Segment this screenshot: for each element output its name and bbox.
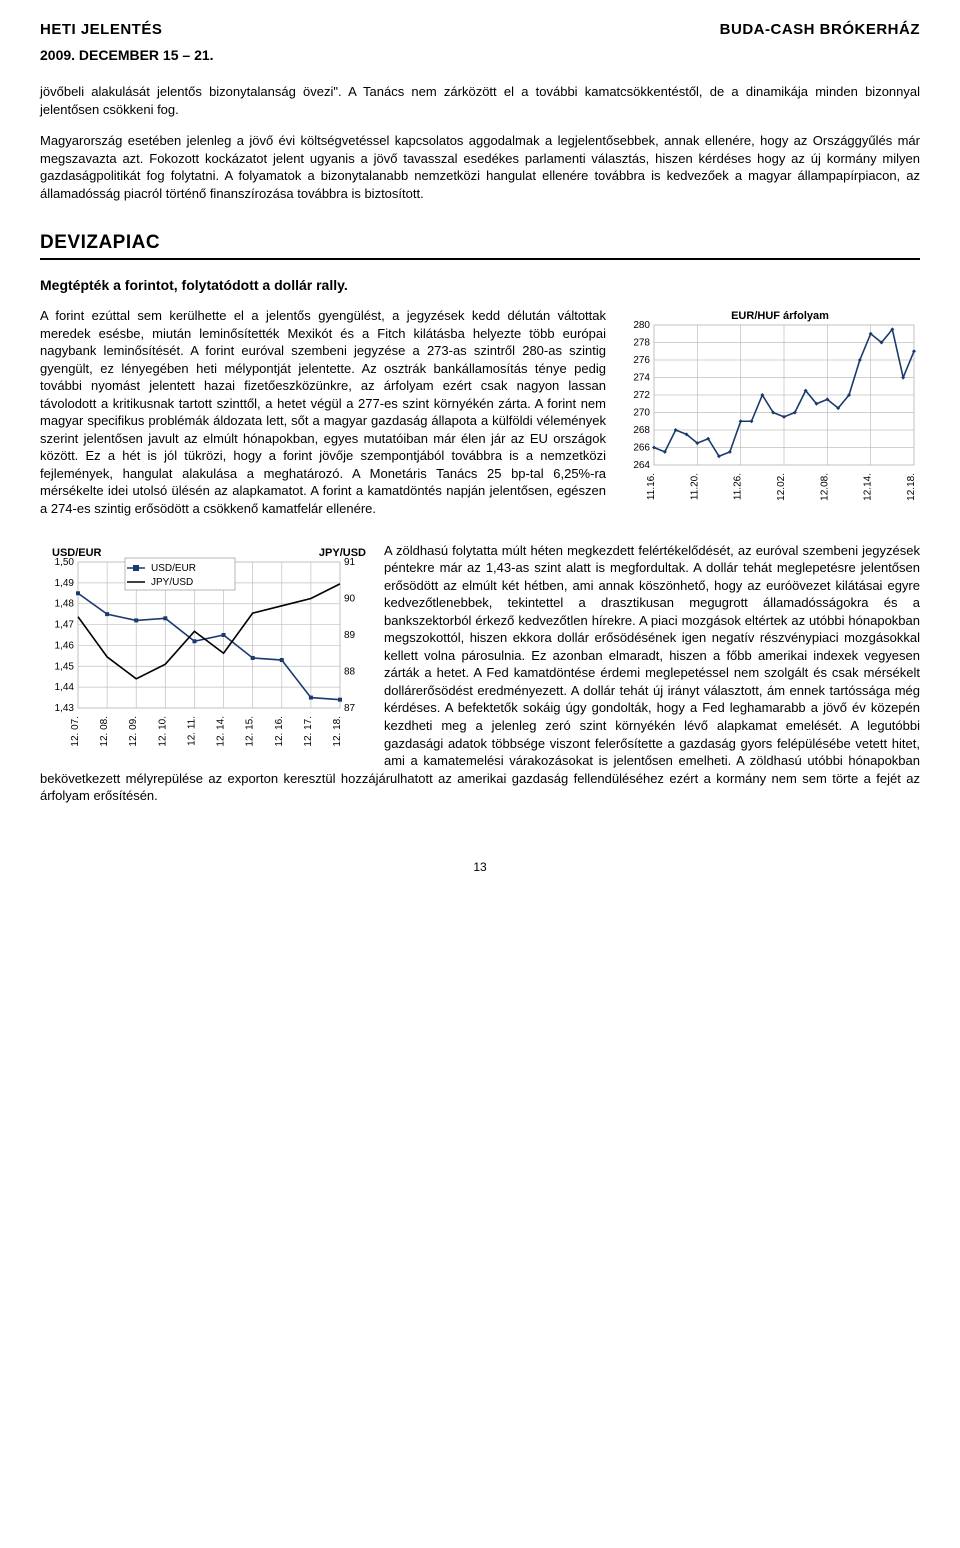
svg-text:278: 278 bbox=[633, 337, 650, 348]
svg-text:12.14.: 12.14. bbox=[863, 473, 874, 501]
svg-text:JPY/USD: JPY/USD bbox=[319, 547, 366, 559]
date-line: 2009. DECEMBER 15 – 21. bbox=[40, 46, 920, 65]
eurhuf-chart: EUR/HUF árfolyam 264 266 268 270 272 274 276 278… bbox=[620, 307, 920, 507]
svg-text:268: 268 bbox=[633, 425, 650, 436]
intro-paragraph-1: jövőbeli alakulását jelentős bizonytalan… bbox=[40, 83, 920, 118]
svg-text:266: 266 bbox=[633, 442, 650, 453]
svg-text:11.26.: 11.26. bbox=[733, 473, 744, 500]
svg-text:12. 18.: 12. 18. bbox=[332, 716, 343, 747]
header-right: BUDA-CASH BRÓKERHÁZ bbox=[720, 20, 920, 40]
page-number: 13 bbox=[40, 859, 920, 875]
svg-text:274: 274 bbox=[633, 372, 650, 383]
block-2: USD/EUR JPY/USD 1,43 1,44 1,45 1,46 1,47 1,48 1,… bbox=[40, 542, 920, 819]
block-1: EUR/HUF árfolyam 264 266 268 270 272 274 276 278… bbox=[40, 307, 920, 532]
svg-text:11.16.: 11.16. bbox=[646, 473, 657, 500]
svg-text:1,45: 1,45 bbox=[55, 661, 75, 672]
svg-text:12.08.: 12.08. bbox=[819, 473, 830, 501]
svg-text:12. 07.: 12. 07. bbox=[70, 716, 81, 747]
svg-text:12. 09.: 12. 09. bbox=[128, 716, 139, 747]
svg-text:12. 10.: 12. 10. bbox=[157, 716, 168, 747]
svg-text:12.18.: 12.18. bbox=[906, 473, 917, 501]
svg-text:89: 89 bbox=[344, 630, 356, 641]
svg-text:1,49: 1,49 bbox=[55, 577, 75, 588]
svg-text:12. 14.: 12. 14. bbox=[216, 716, 227, 747]
usdeur-jpyusd-chart-container: USD/EUR JPY/USD 1,43 1,44 1,45 1,46 1,47 1,48 1,… bbox=[40, 542, 370, 752]
section-title: DEVIZAPIAC bbox=[40, 230, 920, 256]
intro-paragraph-2: Magyarország esetében jelenleg a jövő év… bbox=[40, 132, 920, 202]
svg-text:1,47: 1,47 bbox=[55, 619, 75, 630]
svg-text:87: 87 bbox=[344, 703, 356, 714]
svg-text:11.20.: 11.20. bbox=[689, 473, 700, 500]
eurhuf-chart-container: EUR/HUF árfolyam 264 266 268 270 272 274 276 278… bbox=[620, 307, 920, 507]
svg-text:12. 16.: 12. 16. bbox=[274, 716, 285, 747]
svg-text:12. 08.: 12. 08. bbox=[99, 716, 110, 747]
usdeur-jpyusd-chart: USD/EUR JPY/USD 1,43 1,44 1,45 1,46 1,47 1,48 1,… bbox=[40, 542, 370, 752]
svg-text:272: 272 bbox=[633, 390, 650, 401]
svg-text:1,48: 1,48 bbox=[55, 598, 75, 609]
svg-text:12. 17.: 12. 17. bbox=[303, 716, 314, 747]
svg-text:1,44: 1,44 bbox=[55, 682, 75, 693]
svg-text:EUR/HUF árfolyam: EUR/HUF árfolyam bbox=[731, 310, 829, 322]
svg-text:90: 90 bbox=[344, 593, 356, 604]
svg-text:12. 15.: 12. 15. bbox=[245, 716, 256, 747]
svg-text:1,43: 1,43 bbox=[55, 703, 75, 714]
svg-text:270: 270 bbox=[633, 407, 650, 418]
svg-text:1,50: 1,50 bbox=[55, 557, 75, 568]
svg-text:276: 276 bbox=[633, 355, 650, 366]
svg-text:USD/EUR: USD/EUR bbox=[151, 563, 196, 574]
svg-text:280: 280 bbox=[633, 320, 650, 331]
section-rule bbox=[40, 258, 920, 260]
svg-text:91: 91 bbox=[344, 557, 356, 568]
svg-text:JPY/USD: JPY/USD bbox=[151, 577, 193, 588]
svg-text:12. 11.: 12. 11. bbox=[186, 716, 197, 746]
header-left: HETI JELENTÉS bbox=[40, 20, 162, 40]
svg-text:264: 264 bbox=[633, 460, 650, 471]
svg-text:1,46: 1,46 bbox=[55, 640, 75, 651]
report-header: HETI JELENTÉS BUDA-CASH BRÓKERHÁZ bbox=[40, 20, 920, 40]
svg-text:88: 88 bbox=[344, 666, 356, 677]
subheading: Megtépték a forintot, folytatódott a dol… bbox=[40, 276, 920, 295]
svg-text:12.02.: 12.02. bbox=[776, 473, 787, 501]
